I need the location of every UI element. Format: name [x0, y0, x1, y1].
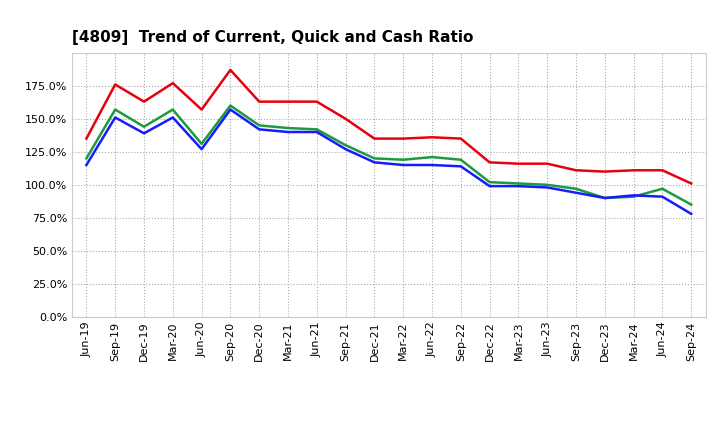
Cash Ratio [111, 115, 120, 120]
Current Ratio [600, 169, 609, 174]
Cash Ratio [485, 183, 494, 189]
Current Ratio [226, 67, 235, 73]
Cash Ratio [629, 193, 638, 198]
Line: Current Ratio: Current Ratio [86, 70, 691, 183]
Quick Ratio [111, 107, 120, 112]
Quick Ratio [370, 156, 379, 161]
Current Ratio [82, 136, 91, 141]
Current Ratio [140, 99, 148, 104]
Current Ratio [284, 99, 292, 104]
Quick Ratio [456, 157, 465, 162]
Cash Ratio [572, 190, 580, 195]
Quick Ratio [572, 186, 580, 191]
Current Ratio [255, 99, 264, 104]
Line: Quick Ratio: Quick Ratio [86, 106, 691, 205]
Cash Ratio [543, 185, 552, 190]
Current Ratio [543, 161, 552, 166]
Quick Ratio [514, 181, 523, 186]
Current Ratio [629, 168, 638, 173]
Current Ratio [341, 116, 350, 121]
Cash Ratio [197, 147, 206, 152]
Cash Ratio [226, 107, 235, 112]
Quick Ratio [255, 123, 264, 128]
Cash Ratio [312, 129, 321, 135]
Current Ratio [485, 160, 494, 165]
Current Ratio [312, 99, 321, 104]
Quick Ratio [687, 202, 696, 207]
Quick Ratio [399, 157, 408, 162]
Quick Ratio [543, 182, 552, 187]
Quick Ratio [485, 180, 494, 185]
Quick Ratio [284, 125, 292, 131]
Line: Cash Ratio: Cash Ratio [86, 110, 691, 214]
Current Ratio [370, 136, 379, 141]
Cash Ratio [341, 147, 350, 152]
Quick Ratio [629, 194, 638, 199]
Current Ratio [197, 107, 206, 112]
Cash Ratio [428, 162, 436, 168]
Cash Ratio [255, 127, 264, 132]
Cash Ratio [140, 131, 148, 136]
Current Ratio [687, 181, 696, 186]
Cash Ratio [284, 129, 292, 135]
Quick Ratio [312, 127, 321, 132]
Current Ratio [456, 136, 465, 141]
Current Ratio [658, 168, 667, 173]
Current Ratio [168, 81, 177, 86]
Quick Ratio [168, 107, 177, 112]
Cash Ratio [82, 162, 91, 168]
Quick Ratio [428, 154, 436, 160]
Current Ratio [399, 136, 408, 141]
Quick Ratio [658, 186, 667, 191]
Quick Ratio [341, 143, 350, 148]
Cash Ratio [370, 160, 379, 165]
Text: [4809]  Trend of Current, Quick and Cash Ratio: [4809] Trend of Current, Quick and Cash … [72, 29, 473, 45]
Quick Ratio [600, 195, 609, 201]
Current Ratio [572, 168, 580, 173]
Cash Ratio [514, 183, 523, 189]
Quick Ratio [226, 103, 235, 108]
Quick Ratio [140, 124, 148, 129]
Quick Ratio [82, 156, 91, 161]
Current Ratio [514, 161, 523, 166]
Cash Ratio [600, 195, 609, 201]
Current Ratio [111, 82, 120, 87]
Current Ratio [428, 135, 436, 140]
Cash Ratio [168, 115, 177, 120]
Cash Ratio [399, 162, 408, 168]
Quick Ratio [197, 141, 206, 147]
Cash Ratio [687, 211, 696, 216]
Cash Ratio [658, 194, 667, 199]
Cash Ratio [456, 164, 465, 169]
